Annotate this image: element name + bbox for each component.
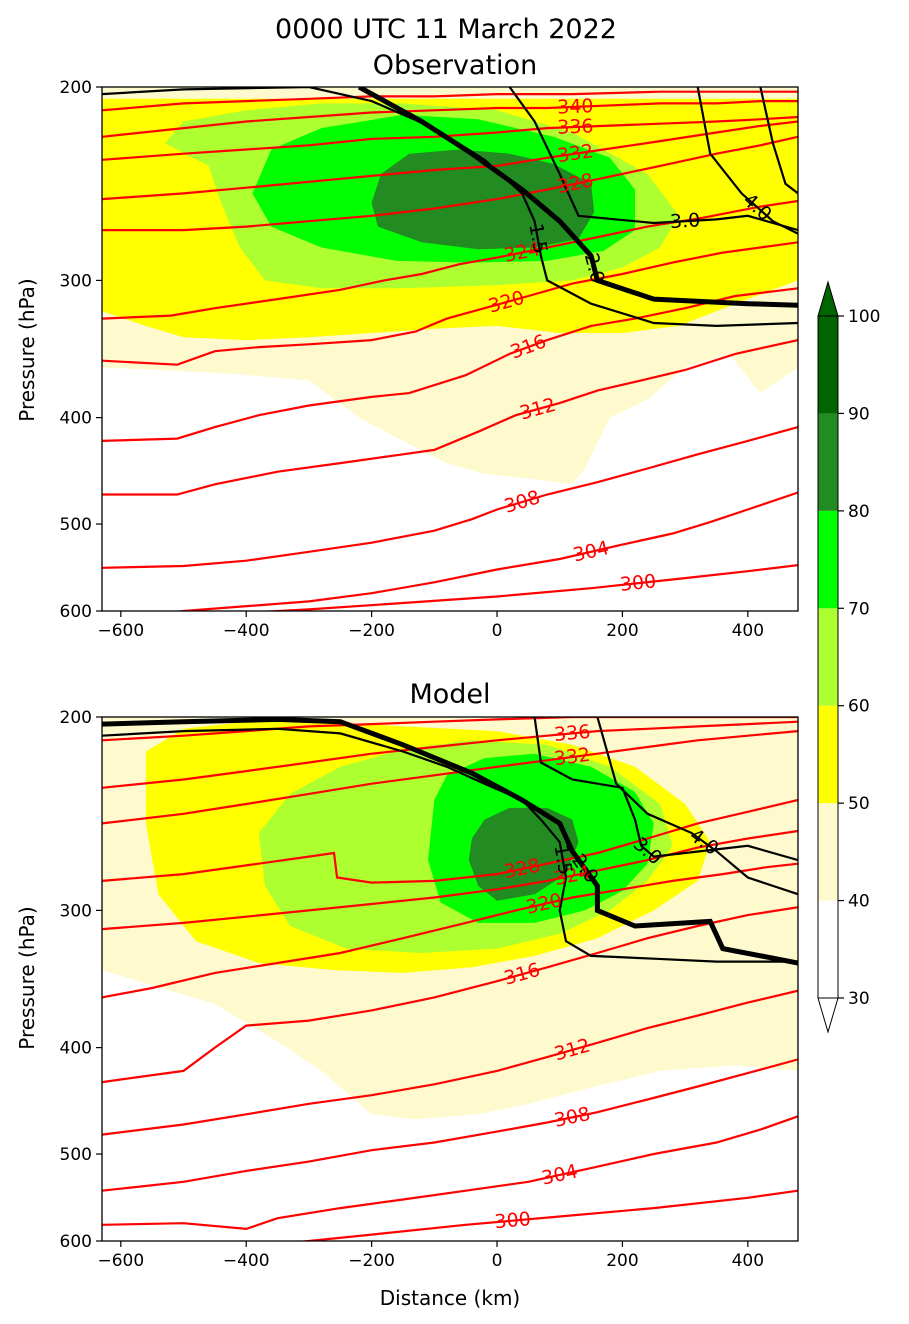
contour-label: 300 [619,570,657,596]
y-tick-label: 500 [60,515,92,535]
theta-contour-304 [173,491,798,611]
filled-region-80-90 [371,149,595,250]
x-tick-label: −200 [348,1251,395,1271]
colorbar-tick-label: 50 [848,794,870,814]
theta-contour-304 [102,1115,798,1231]
theta-contour-340 [102,99,798,138]
theta-contour-300 [297,1189,798,1241]
colorbar: 30 40 50 60 70 80 90 100 [817,280,880,1034]
y-tick-label: 400 [60,409,92,429]
colorbar-segment [818,705,838,804]
theta-contour-312 [102,339,798,496]
axes-frame [101,86,799,612]
colorbar-extend-top [817,280,839,317]
colorbar-tick-label: 70 [848,599,870,619]
colorbar-tick-label: 80 [848,502,870,522]
contour-label: 336 [557,115,594,138]
plot-area: 3003043083123163203243283323363401.52.03… [102,87,798,611]
theta-contour-328 [102,135,798,232]
colorbar-segment [818,900,838,998]
x-tick-label: −600 [97,1251,144,1271]
theta-contour-336 [102,115,798,161]
colorbar-segment [818,413,838,511]
colorbar-extend-bottom [817,997,839,1034]
colorbar-segment [818,608,838,706]
pv-contour-1.5 [102,727,798,963]
pv-contour-1.5 [102,87,798,328]
x-tick-label: 400 [732,1251,764,1271]
colorbar-tick-label: 100 [848,307,880,327]
theta-contour-308 [102,426,798,569]
axes-frame [101,716,799,1242]
y-tick-label: 300 [60,901,92,921]
pv-contour-5 [759,87,798,195]
colorbar-segment [818,510,838,609]
pv-contour-3 [508,87,798,232]
y-tick-label: 500 [60,1145,92,1165]
theta-contour-308 [102,1058,798,1192]
x-tick-label: 200 [606,1251,638,1271]
colorbar-tick-label: 60 [848,697,870,717]
x-tick-label: −400 [223,621,270,641]
y-tick-label: 600 [60,602,92,622]
x-tick-label: −200 [348,621,395,641]
theta-contour-344 [102,90,798,112]
pv-contour-2 [357,87,798,308]
pv-contour-3 [533,717,798,862]
contour-label: 340 [557,95,594,118]
y-tick-label: 400 [60,1039,92,1059]
x-tick-label: −600 [97,621,144,641]
theta-contour-332 [102,730,798,825]
model-ylabel: Pressure (hPa) [15,906,39,1049]
theta-contour-320 [102,241,798,366]
theta-contour-320 [102,862,798,999]
theta-contour-300 [258,564,798,611]
colorbar-frame [817,315,839,999]
y-tick-label: 200 [60,78,92,98]
y-tick-label: 300 [60,271,92,291]
pv-contour-4 [696,87,798,235]
x-tick-label: 0 [492,1251,503,1271]
contour-label: 3.0 [669,209,700,233]
theta-contour-332 [102,120,798,201]
contour-label: 332 [553,744,592,771]
observation-title: Observation [373,50,537,81]
model-xlabel: Distance (km) [380,1286,520,1310]
pv-contour-4 [596,717,798,896]
colorbar-tick-label: 40 [848,892,870,912]
pv-contour-2 [102,717,798,966]
x-tick-label: 0 [492,621,503,641]
contour-label: 332 [556,140,595,167]
x-tick-label: 400 [732,621,764,641]
model-panel: Model Pressure (hPa) Distance (km) 300 30… [15,679,799,1310]
theta-contour-316 [102,287,798,442]
x-tick-label: −400 [223,1251,270,1271]
figure-title: 0000 UTC 11 March 2022 [275,14,617,45]
colorbar-tick-label: 30 [848,989,870,1009]
x-tick-label: 200 [606,621,638,641]
contour-label: 300 [494,1208,532,1233]
theta-contour-340 [102,717,798,742]
contour-label: 336 [553,721,591,746]
y-tick-label: 600 [60,1232,92,1252]
colorbar-segment [818,316,838,414]
theta-contour-316 [102,906,798,1084]
theta-contour-336 [102,720,798,789]
y-tick-label: 200 [60,708,92,728]
model-title: Model [409,679,490,710]
contour-label: 1.5 [549,843,576,877]
colorbar-tick-label: 90 [848,404,870,424]
observation-panel: Observation Pressure (hPa) 3003043083123… [15,50,799,641]
contour-label: 1.5 [524,222,551,256]
observation-ylabel: Pressure (hPa) [15,278,39,421]
theta-contour-324 [102,829,798,931]
theta-contour-312 [102,989,798,1136]
colorbar-segment [818,803,838,901]
